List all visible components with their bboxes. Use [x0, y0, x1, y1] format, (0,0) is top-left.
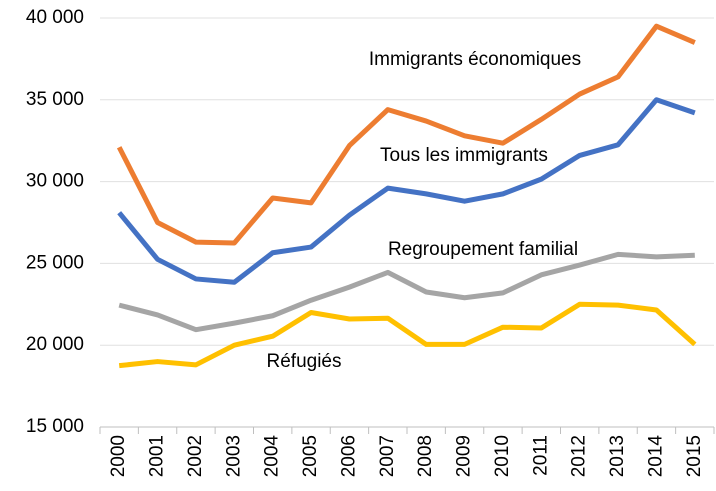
series-label: Réfugiés: [267, 351, 342, 372]
x-tick-label: 2009: [454, 435, 475, 477]
line-series: [116, 23, 696, 246]
x-tick-label: 2004: [262, 435, 283, 478]
y-tick-label: 15 000: [26, 416, 84, 437]
series-label: Tous les immigrants: [380, 145, 548, 166]
y-tick-label: 40 000: [26, 7, 84, 28]
x-tick-label: 2001: [147, 435, 168, 477]
series-label: Immigrants économiques: [369, 49, 581, 70]
x-tick-label: 2002: [185, 435, 206, 477]
series-label: Regroupement familial: [388, 239, 578, 260]
y-tick-label: 30 000: [26, 171, 84, 192]
x-tick-label: 2013: [607, 435, 628, 477]
x-tick-label: 2011: [530, 435, 551, 476]
line-series: [118, 251, 695, 333]
x-tick-label: 2000: [108, 435, 129, 477]
y-tick-label: 25 000: [26, 252, 84, 273]
x-tick-label: 2006: [338, 435, 359, 477]
x-tick-label: 2015: [684, 435, 705, 477]
x-tick-label: 2005: [300, 435, 321, 477]
x-tick-label: 2014: [645, 435, 666, 478]
line-series: [117, 97, 696, 285]
x-tick-label: 2008: [415, 435, 436, 477]
y-tick-label: 20 000: [26, 334, 84, 355]
x-tick-label: 2010: [492, 435, 513, 477]
line-series: [118, 301, 697, 369]
y-tick-label: 35 000: [26, 89, 84, 110]
x-tick-label: 2012: [569, 435, 590, 477]
x-tick-label: 2007: [377, 435, 398, 477]
x-tick-label: 2003: [223, 435, 244, 477]
